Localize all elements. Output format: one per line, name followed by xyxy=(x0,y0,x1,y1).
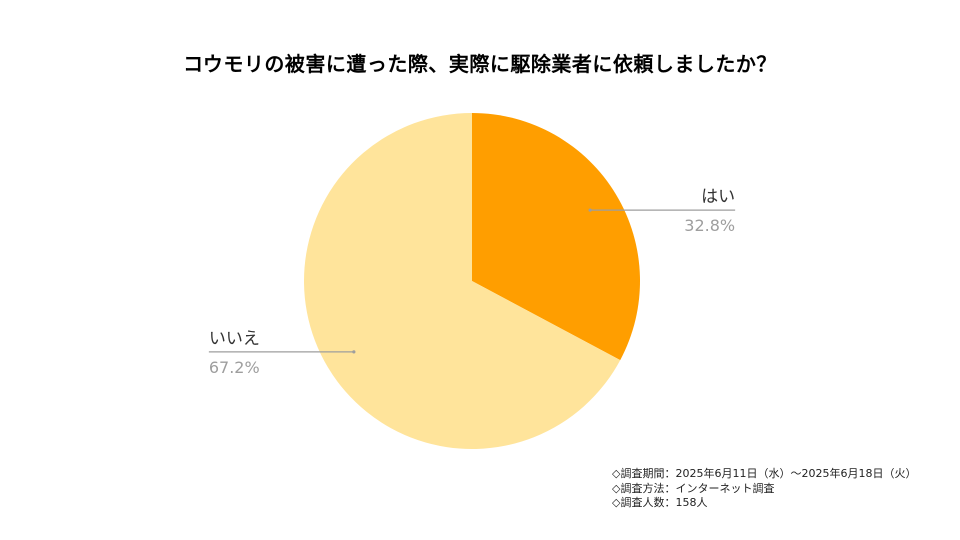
slice-value-no: 67.2% xyxy=(209,358,260,377)
pie-slices xyxy=(304,113,640,449)
callout-dot-yes xyxy=(589,209,592,212)
survey-period: ◇調査期間：2025年6月11日（水）～2025年6月18日（火） xyxy=(612,467,916,482)
slice-value-yes: 32.8% xyxy=(684,216,735,235)
survey-method: ◇調査方法：インターネット調査 xyxy=(612,482,916,497)
survey-sample-size: ◇調査人数：158人 xyxy=(612,496,916,511)
callout-dot-no xyxy=(352,350,355,353)
slice-label-no: いいえ xyxy=(209,329,260,349)
slice-label-yes: はい xyxy=(701,187,735,207)
survey-notes: ◇調査期間：2025年6月11日（水）～2025年6月18日（火） ◇調査方法：… xyxy=(612,467,916,511)
